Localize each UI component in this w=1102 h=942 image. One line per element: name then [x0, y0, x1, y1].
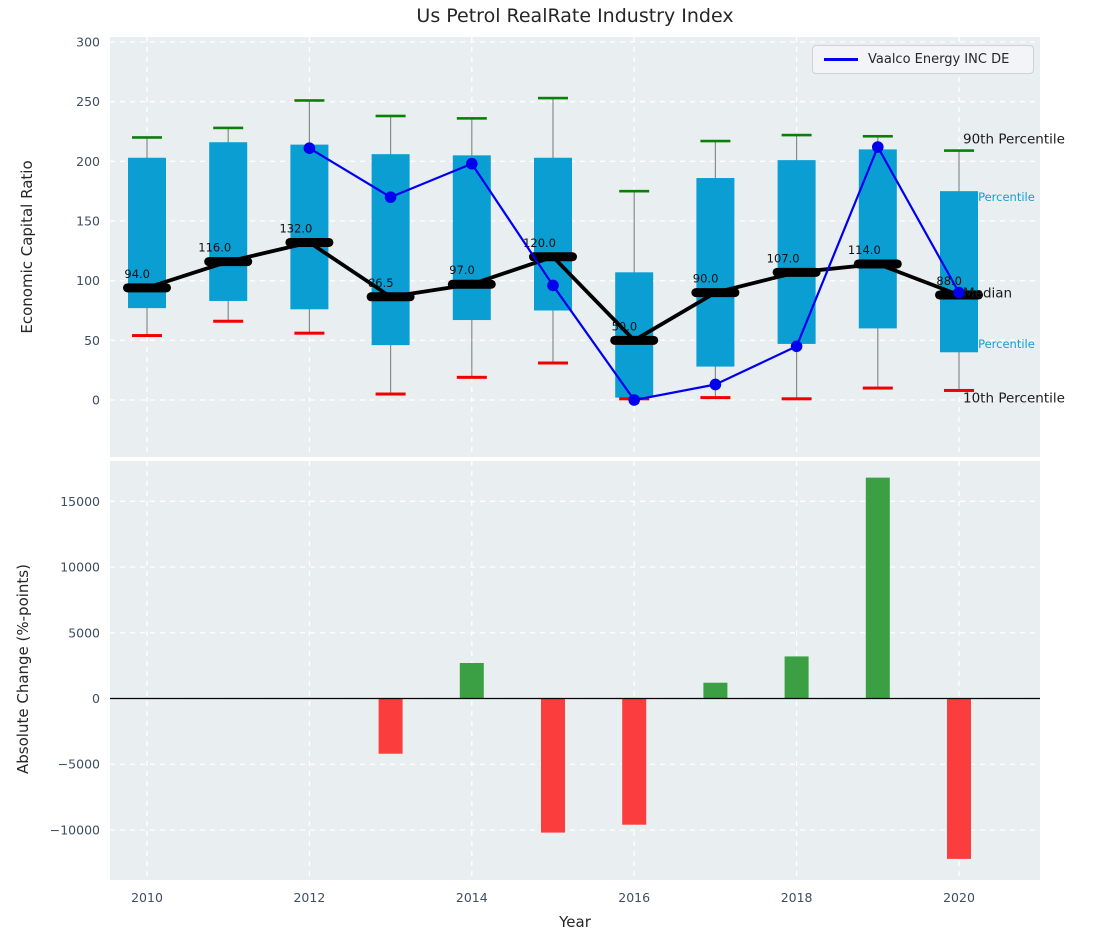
company-point — [466, 157, 478, 170]
change-bar — [459, 663, 484, 699]
company-point — [953, 286, 965, 299]
company-point — [709, 378, 722, 391]
bottom-y-tick-label: 0 — [92, 691, 100, 706]
percentile-box — [209, 142, 248, 301]
median-value-label: 132.0 — [279, 221, 312, 235]
p90-cap — [700, 139, 731, 143]
median-value-label: 90.0 — [693, 272, 719, 286]
p10-cap — [132, 334, 162, 338]
median-value-label: 116.0 — [198, 241, 231, 255]
median-marker — [285, 237, 334, 247]
chart-title: Us Petrol RealRate Industry Index — [416, 5, 734, 27]
p90-cap — [781, 133, 812, 137]
median-value-label: 114.0 — [848, 243, 881, 257]
p10-cap — [294, 331, 325, 335]
percentile-box — [290, 144, 329, 310]
percentile-annotation-black: 90th Percentile — [963, 132, 1065, 148]
p90-cap — [944, 149, 974, 152]
company-point — [547, 279, 559, 292]
change-bar — [703, 682, 728, 699]
top-plot-background — [110, 37, 1040, 457]
percentile-box — [940, 191, 978, 353]
bottom-y-axis-label: Absolute Change (%-points) — [14, 564, 32, 774]
top-y-axis-label: Economic Capital Ratio — [18, 160, 36, 334]
median-marker — [853, 259, 902, 269]
percentile-box — [452, 155, 491, 321]
p90-cap — [456, 117, 487, 120]
company-point — [303, 142, 316, 155]
p10-cap — [375, 392, 406, 396]
x-tick-label: 2012 — [293, 890, 325, 905]
p10-cap — [781, 397, 812, 401]
median-marker — [772, 267, 821, 277]
change-bar — [784, 656, 809, 699]
median-marker — [691, 288, 740, 298]
median-value-label: 86.5 — [368, 276, 394, 290]
percentile-annotation-black: Median — [963, 286, 1012, 302]
legend-line-swatch — [824, 58, 858, 61]
p90-cap — [294, 99, 325, 102]
median-marker — [366, 292, 415, 302]
change-bar — [865, 477, 890, 699]
percentile-annotation-black: 10th Percentile — [963, 391, 1065, 407]
top-y-tick-label: 200 — [76, 154, 100, 169]
median-marker — [123, 283, 171, 293]
change-bar — [541, 698, 565, 833]
p10-cap — [944, 388, 974, 392]
p10-cap — [456, 375, 487, 379]
bottom-y-tick-label: 10000 — [60, 560, 100, 575]
median-value-label: 97.0 — [449, 263, 475, 277]
change-bar — [378, 698, 403, 754]
legend: Vaalco Energy INC DE — [812, 45, 1034, 74]
median-marker — [204, 257, 253, 267]
bottom-y-tick-label: −10000 — [50, 822, 100, 837]
median-marker — [447, 279, 496, 289]
median-value-label: 120.0 — [523, 236, 556, 250]
p90-cap — [538, 96, 568, 100]
median-value-label: 94.0 — [124, 267, 150, 281]
percentile-box — [371, 154, 410, 346]
top-y-tick-label: 300 — [76, 35, 100, 50]
x-tick-label: 2020 — [943, 890, 975, 905]
change-bar — [947, 698, 971, 859]
top-y-tick-label: 50 — [84, 333, 100, 348]
p90-cap — [213, 126, 244, 130]
x-tick-label: 2014 — [456, 890, 488, 905]
p90-cap — [619, 189, 650, 193]
bottom-plot-background — [110, 461, 1040, 880]
p10-cap — [213, 319, 244, 323]
p10-cap — [700, 396, 731, 400]
percentile-box — [858, 149, 897, 329]
change-bar — [622, 698, 647, 825]
top-y-tick-label: 0 — [92, 393, 100, 408]
p10-cap — [862, 386, 893, 390]
median-marker — [610, 335, 659, 345]
median-value-label: 50.0 — [612, 319, 638, 333]
x-tick-label: 2016 — [618, 890, 650, 905]
x-tick-label: 2010 — [131, 890, 163, 905]
bottom-y-tick-label: 15000 — [60, 494, 100, 509]
p90-cap — [862, 134, 893, 138]
top-y-tick-label: 250 — [76, 94, 100, 109]
x-tick-label: 2018 — [781, 890, 813, 905]
company-point — [872, 141, 884, 153]
p90-cap — [375, 114, 406, 118]
p90-cap — [132, 136, 162, 139]
bottom-y-tick-label: −5000 — [58, 757, 100, 772]
company-point — [790, 340, 803, 353]
median-value-label: 107.0 — [767, 251, 800, 265]
percentile-box — [696, 178, 735, 367]
top-y-tick-label: 100 — [76, 273, 100, 288]
company-point — [384, 191, 397, 203]
bottom-y-tick-label: 5000 — [68, 625, 100, 640]
legend-label: Vaalco Energy INC DE — [868, 52, 1010, 67]
x-axis-label: Year — [559, 913, 591, 931]
company-point — [628, 394, 640, 406]
top-y-tick-label: 150 — [76, 214, 100, 229]
median-marker — [529, 252, 577, 262]
percentile-box — [615, 272, 654, 398]
p10-cap — [538, 361, 568, 365]
